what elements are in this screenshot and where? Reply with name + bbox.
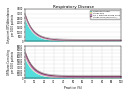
Legend: Consultant OPD, Other OPD, GP + Practice Nurse Cons, Other Cons (Nurse etc): Consultant OPD, Other OPD, GP + Practice… bbox=[90, 10, 120, 19]
Y-axis label: Outpatient OPD Attendances
per 1000 patients: Outpatient OPD Attendances per 1000 pati… bbox=[7, 7, 15, 43]
Y-axis label: GP/Nurse Consulting
per 1000 patients: GP/Nurse Consulting per 1000 patients bbox=[7, 49, 15, 75]
X-axis label: Practice (%): Practice (%) bbox=[64, 86, 82, 90]
Title: Respiratory Disease: Respiratory Disease bbox=[53, 5, 94, 9]
